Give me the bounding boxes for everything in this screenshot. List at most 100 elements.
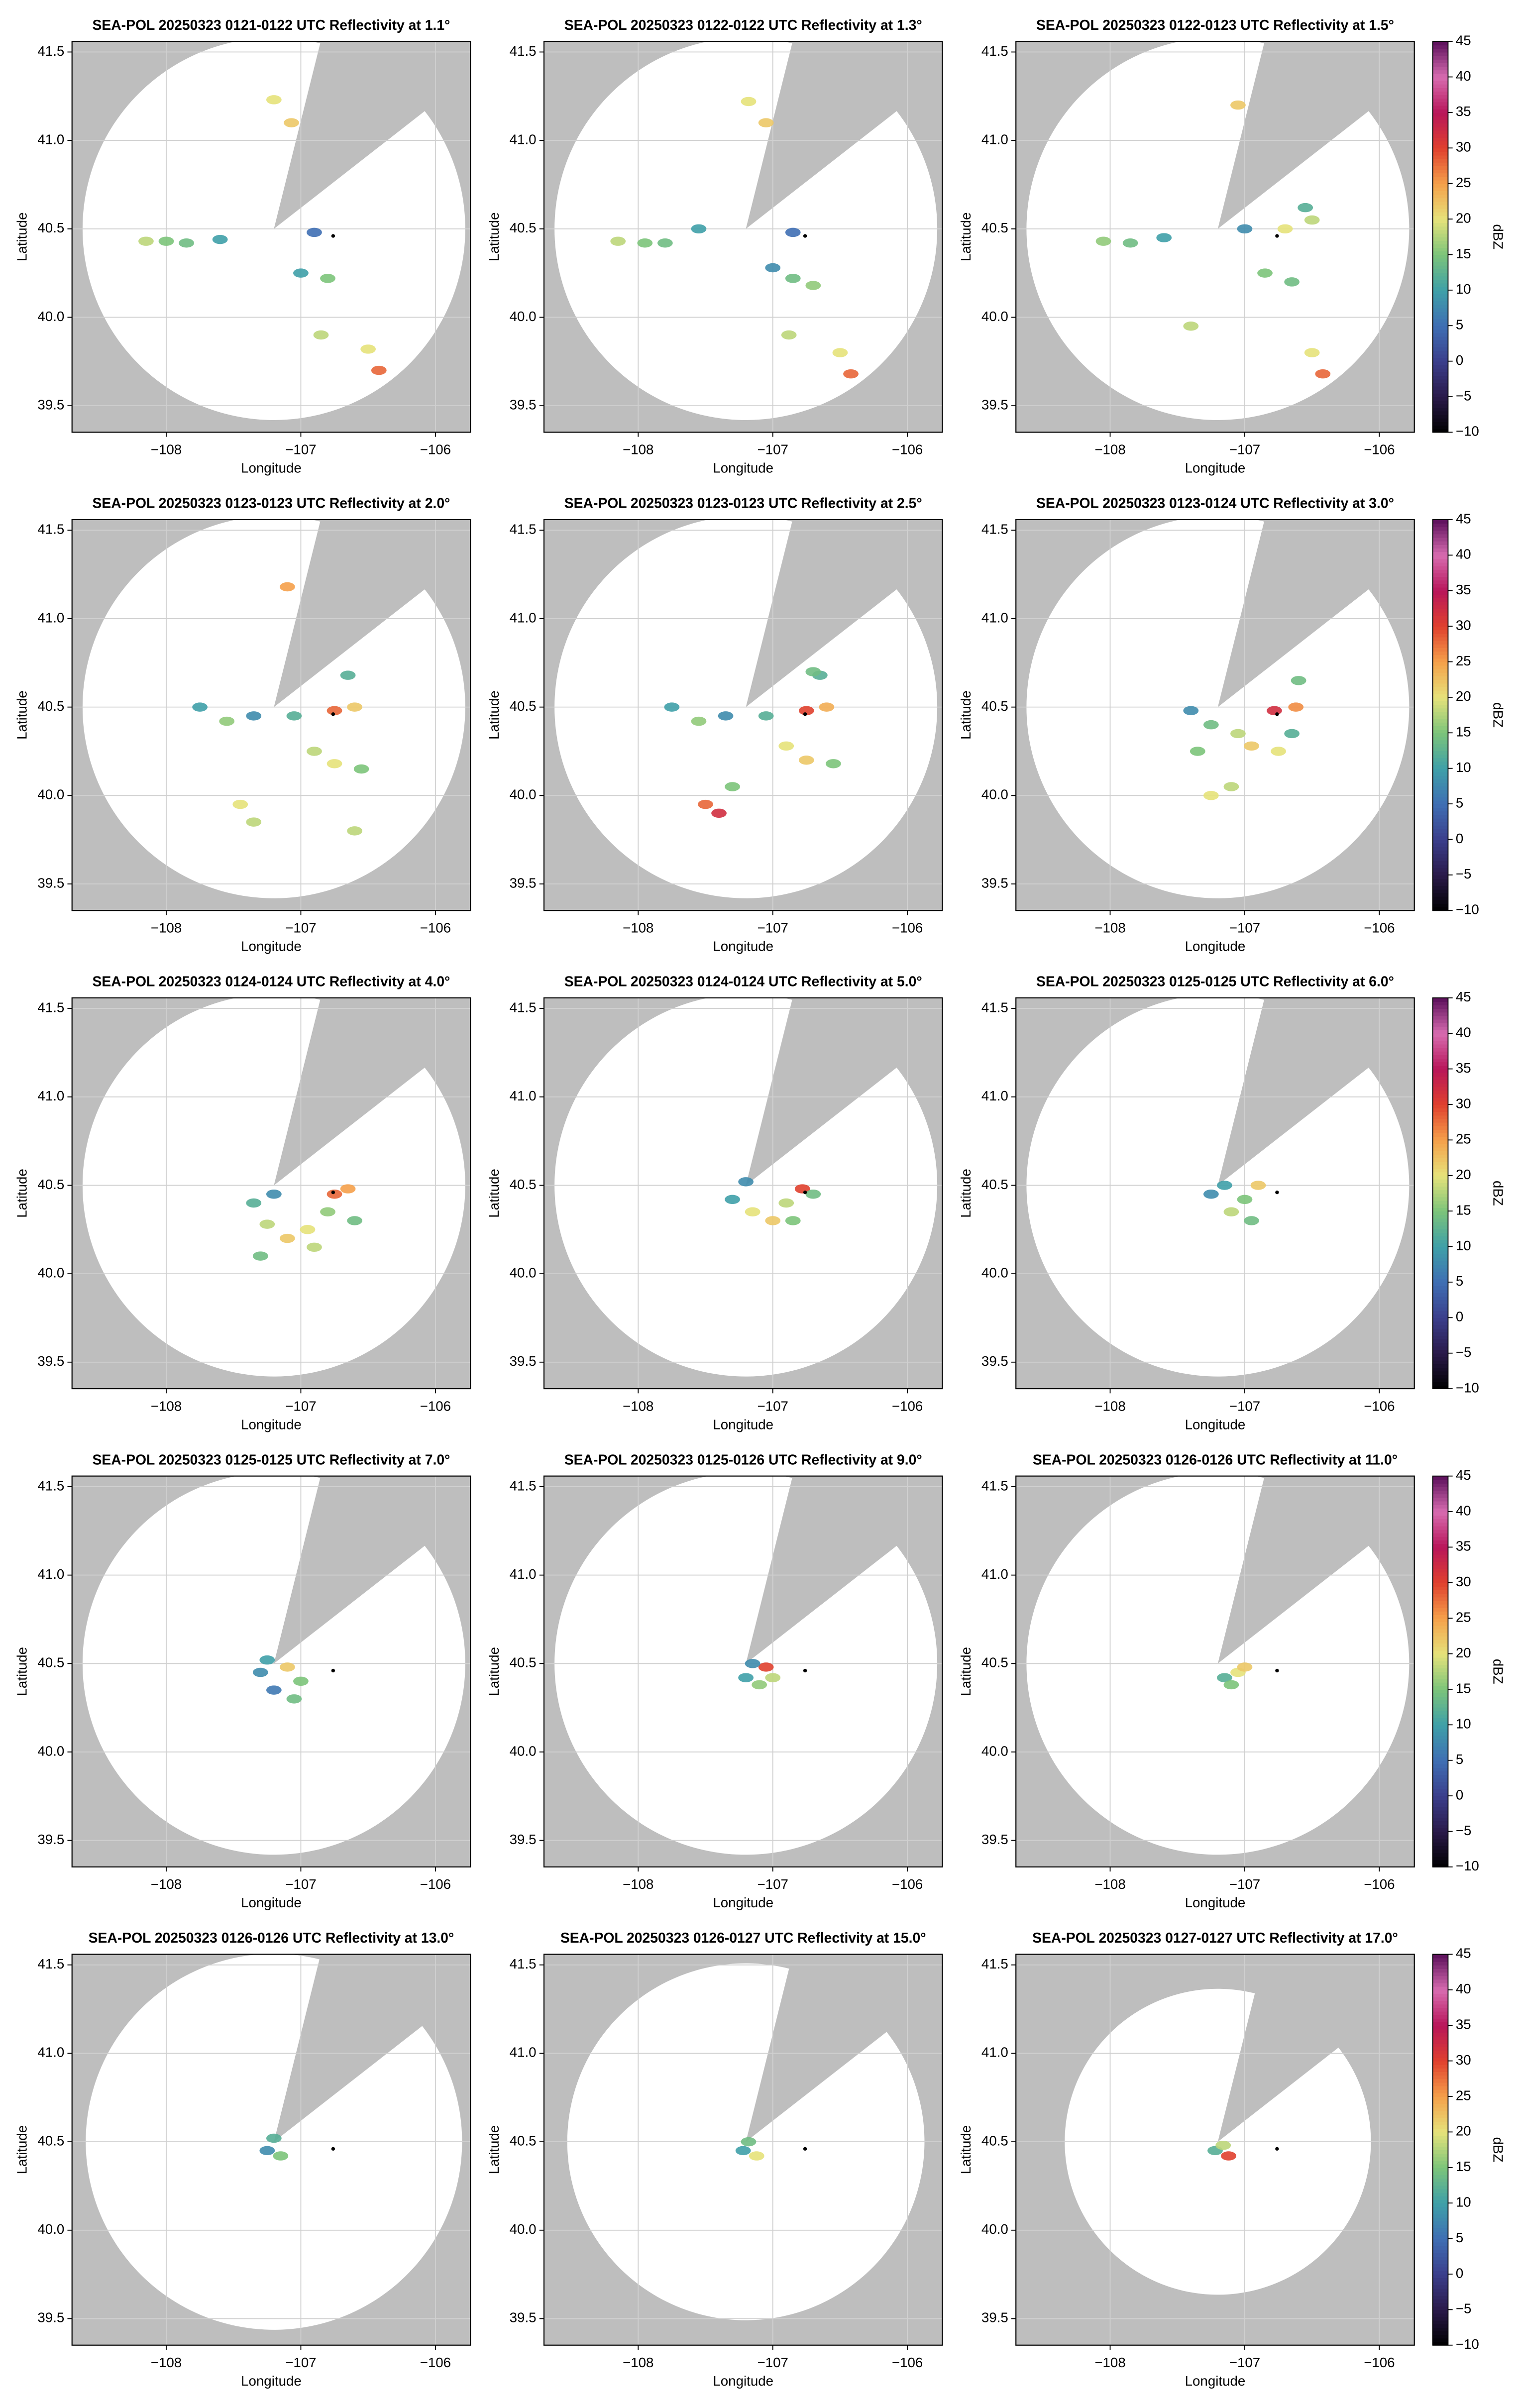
x-tick-label: −107 (758, 1876, 788, 1892)
colorbar-segment (1432, 1346, 1448, 1350)
colorbar-segment (1432, 1133, 1448, 1137)
colorbar-segment (1432, 2281, 1448, 2286)
echo (745, 1659, 760, 1668)
colorbar-segment (1432, 2331, 1448, 2335)
colorbar-segment (1432, 771, 1448, 776)
colorbar-segment (1432, 1743, 1448, 1747)
colorbar-segment (1432, 194, 1448, 199)
x-tick-label: −106 (420, 442, 451, 457)
colorbar-segment (1432, 205, 1448, 209)
colorbar-tick-label: 15 (1456, 246, 1471, 261)
echo (741, 97, 757, 107)
x-axis-label: Longitude (241, 1417, 302, 1432)
colorbar-tick-label: 30 (1456, 1095, 1471, 1111)
echo (293, 1676, 309, 1686)
colorbar-segment (1432, 2206, 1448, 2211)
echo (758, 1662, 774, 1672)
echo (745, 1207, 760, 1216)
colorbar-segment (1432, 626, 1448, 631)
colorbar-segment (1432, 1353, 1448, 1357)
axes-frame (71, 997, 471, 1390)
colorbar-segment (1432, 339, 1448, 344)
colorbar-segment (1432, 630, 1448, 634)
colorbar-segment (1432, 619, 1448, 623)
echo (1190, 747, 1205, 756)
colorbar-label: dBZ (1491, 1659, 1506, 1684)
colorbar-segment (1432, 1646, 1448, 1651)
colorbar-segment (1432, 2213, 1448, 2218)
colorbar-segment (1432, 414, 1448, 419)
colorbar-segment (1432, 2334, 1448, 2339)
colorbar-segment (1432, 1360, 1448, 1365)
x-axis-label: Longitude (241, 938, 302, 954)
colorbar-segment (1432, 548, 1448, 552)
echo (698, 799, 713, 809)
x-tick-label: −107 (1229, 920, 1260, 936)
colorbar-segment (1432, 1275, 1448, 1279)
colorbar-segment (1432, 2253, 1448, 2257)
panel-title: SEA-POL 20250323 0121-0122 UTC Reflectiv… (92, 17, 450, 33)
colorbar-segment (1432, 1197, 1448, 1201)
echo (1237, 1662, 1253, 1672)
site-marker (1275, 1668, 1279, 1673)
echo (307, 1242, 322, 1252)
colorbar-segment (1432, 601, 1448, 606)
y-tick-label: 41.0 (37, 1566, 64, 1582)
colorbar-segment (1432, 2316, 1448, 2321)
colorbar-segment (1432, 1515, 1448, 1520)
colorbar-segment (1432, 864, 1448, 869)
colorbar-segment (1432, 854, 1448, 858)
colorbar-segment (1432, 1763, 1448, 1768)
x-tick-label: −106 (420, 1876, 451, 1892)
colorbar-segment (1432, 183, 1448, 188)
colorbar-tick-label: 30 (1456, 2052, 1471, 2068)
colorbar-segment (1432, 123, 1448, 127)
colorbar-segment (1432, 1664, 1448, 1669)
echo (610, 236, 626, 246)
colorbar-tick-label: 25 (1456, 1609, 1471, 1625)
colorbar-segment (1432, 301, 1448, 305)
panel: −108 −107 −106 39.5 40.0 40.5 41.0 41.5 SEA-POL … (486, 1930, 943, 2389)
x-axis-label: Longitude (1185, 2373, 1246, 2389)
colorbar-segment (1432, 240, 1448, 244)
colorbar-segment (1432, 166, 1448, 170)
x-tick-label: −108 (151, 1876, 182, 1892)
y-tick-label: 40.5 (37, 1655, 64, 1670)
colorbar-segment (1432, 1831, 1448, 1836)
x-tick-label: −108 (1094, 1876, 1125, 1892)
colorbar-segment (1432, 2114, 1448, 2118)
colorbar-segment (1432, 1799, 1448, 1804)
colorbar-segment (1432, 1264, 1448, 1269)
colorbar-segment (1432, 1746, 1448, 1751)
colorbar-segment (1432, 158, 1448, 163)
echo (752, 1680, 767, 1690)
colorbar-segment (1432, 2210, 1448, 2214)
colorbar-segment (1432, 751, 1448, 755)
colorbar-segment (1432, 1118, 1448, 1123)
colorbar-segment (1432, 2313, 1448, 2317)
echo (805, 281, 821, 290)
colorbar-segment (1432, 1725, 1448, 1729)
colorbar-segment (1432, 1572, 1448, 1576)
colorbar-tick-label: 0 (1456, 831, 1463, 846)
colorbar-segment (1432, 1982, 1448, 1987)
colorbar-segment (1432, 701, 1448, 705)
x-tick-label: −106 (1364, 1876, 1395, 1892)
colorbar-tick-label: 10 (1456, 281, 1471, 297)
echo (212, 234, 228, 244)
colorbar-segment (1432, 1374, 1448, 1379)
colorbar-segment (1432, 87, 1448, 92)
y-tick-label: 41.0 (37, 2045, 64, 2060)
colorbar-frame (1432, 41, 1449, 433)
colorbar-segment (1432, 786, 1448, 790)
panel-title: SEA-POL 20250323 0124-0124 UTC Reflectiv… (564, 974, 922, 989)
colorbar-segment (1432, 2270, 1448, 2275)
colorbar-segment (1432, 1796, 1448, 1800)
colorbar-segment (1432, 2245, 1448, 2250)
colorbar-segment (1432, 130, 1448, 134)
colorbar-segment (1432, 623, 1448, 627)
colorbar-segment (1432, 1529, 1448, 1533)
x-tick-label: −108 (1094, 442, 1125, 457)
y-tick-label: 40.0 (981, 309, 1008, 324)
echo (371, 365, 387, 375)
